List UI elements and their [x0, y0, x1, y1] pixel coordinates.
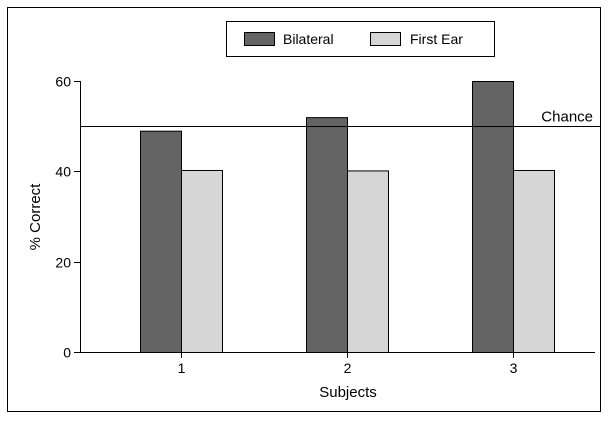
y-tick-label-0: 0	[63, 345, 71, 361]
x-tick-label-3: 3	[510, 360, 518, 376]
bar-bilateral-subject-2	[306, 117, 348, 353]
x-tick-label-2: 2	[344, 360, 352, 376]
legend: Bilateral First Ear	[226, 21, 495, 57]
x-tick-label-1: 1	[178, 360, 186, 376]
y-tick-label-20: 20	[55, 255, 71, 271]
reference-line-layer: Chance	[80, 109, 600, 127]
y-tick-label-40: 40	[55, 164, 71, 180]
legend-label-bilateral: Bilateral	[283, 31, 334, 47]
chance-line-label: Chance	[541, 109, 593, 126]
legend-swatch-first-ear	[370, 32, 401, 46]
bar-bilateral-subject-1	[140, 130, 182, 353]
bar-first-ear-subject-3	[513, 169, 555, 353]
bar-first-ear-subject-2	[347, 170, 389, 353]
legend-swatch-bilateral	[244, 32, 275, 46]
bars-layer	[140, 81, 555, 353]
bar-bilateral-subject-3	[472, 81, 514, 353]
y-axis-title: % Correct	[27, 183, 44, 251]
legend-label-first-ear: First Ear	[410, 31, 463, 47]
y-tick-label-60: 60	[55, 74, 71, 90]
x-axis-title: Subjects	[319, 384, 377, 401]
bar-first-ear-subject-1	[181, 169, 223, 353]
